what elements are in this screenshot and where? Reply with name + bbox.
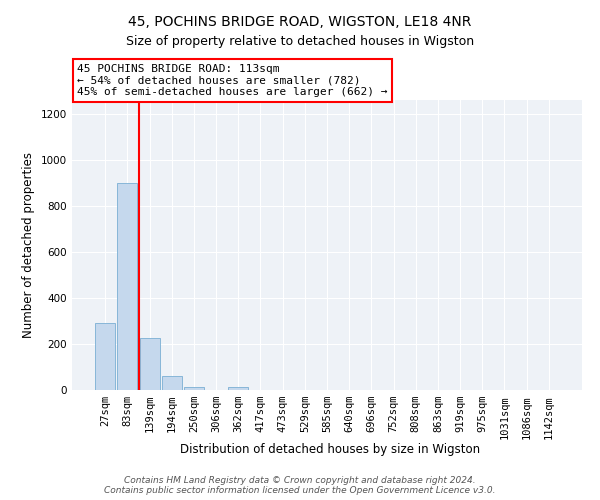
Y-axis label: Number of detached properties: Number of detached properties — [22, 152, 35, 338]
Text: 45, POCHINS BRIDGE ROAD, WIGSTON, LE18 4NR: 45, POCHINS BRIDGE ROAD, WIGSTON, LE18 4… — [128, 15, 472, 29]
Text: Size of property relative to detached houses in Wigston: Size of property relative to detached ho… — [126, 35, 474, 48]
Text: Distribution of detached houses by size in Wigston: Distribution of detached houses by size … — [180, 444, 480, 456]
Text: Contains public sector information licensed under the Open Government Licence v3: Contains public sector information licen… — [104, 486, 496, 495]
Bar — [95, 324, 115, 390]
Bar — [228, 386, 248, 390]
Bar — [118, 183, 137, 390]
Bar — [140, 338, 160, 390]
Text: 45 POCHINS BRIDGE ROAD: 113sqm
← 54% of detached houses are smaller (782)
45% of: 45 POCHINS BRIDGE ROAD: 113sqm ← 54% of … — [77, 64, 388, 97]
Bar — [162, 376, 182, 390]
Bar — [184, 386, 204, 390]
Text: Contains HM Land Registry data © Crown copyright and database right 2024.: Contains HM Land Registry data © Crown c… — [124, 476, 476, 485]
